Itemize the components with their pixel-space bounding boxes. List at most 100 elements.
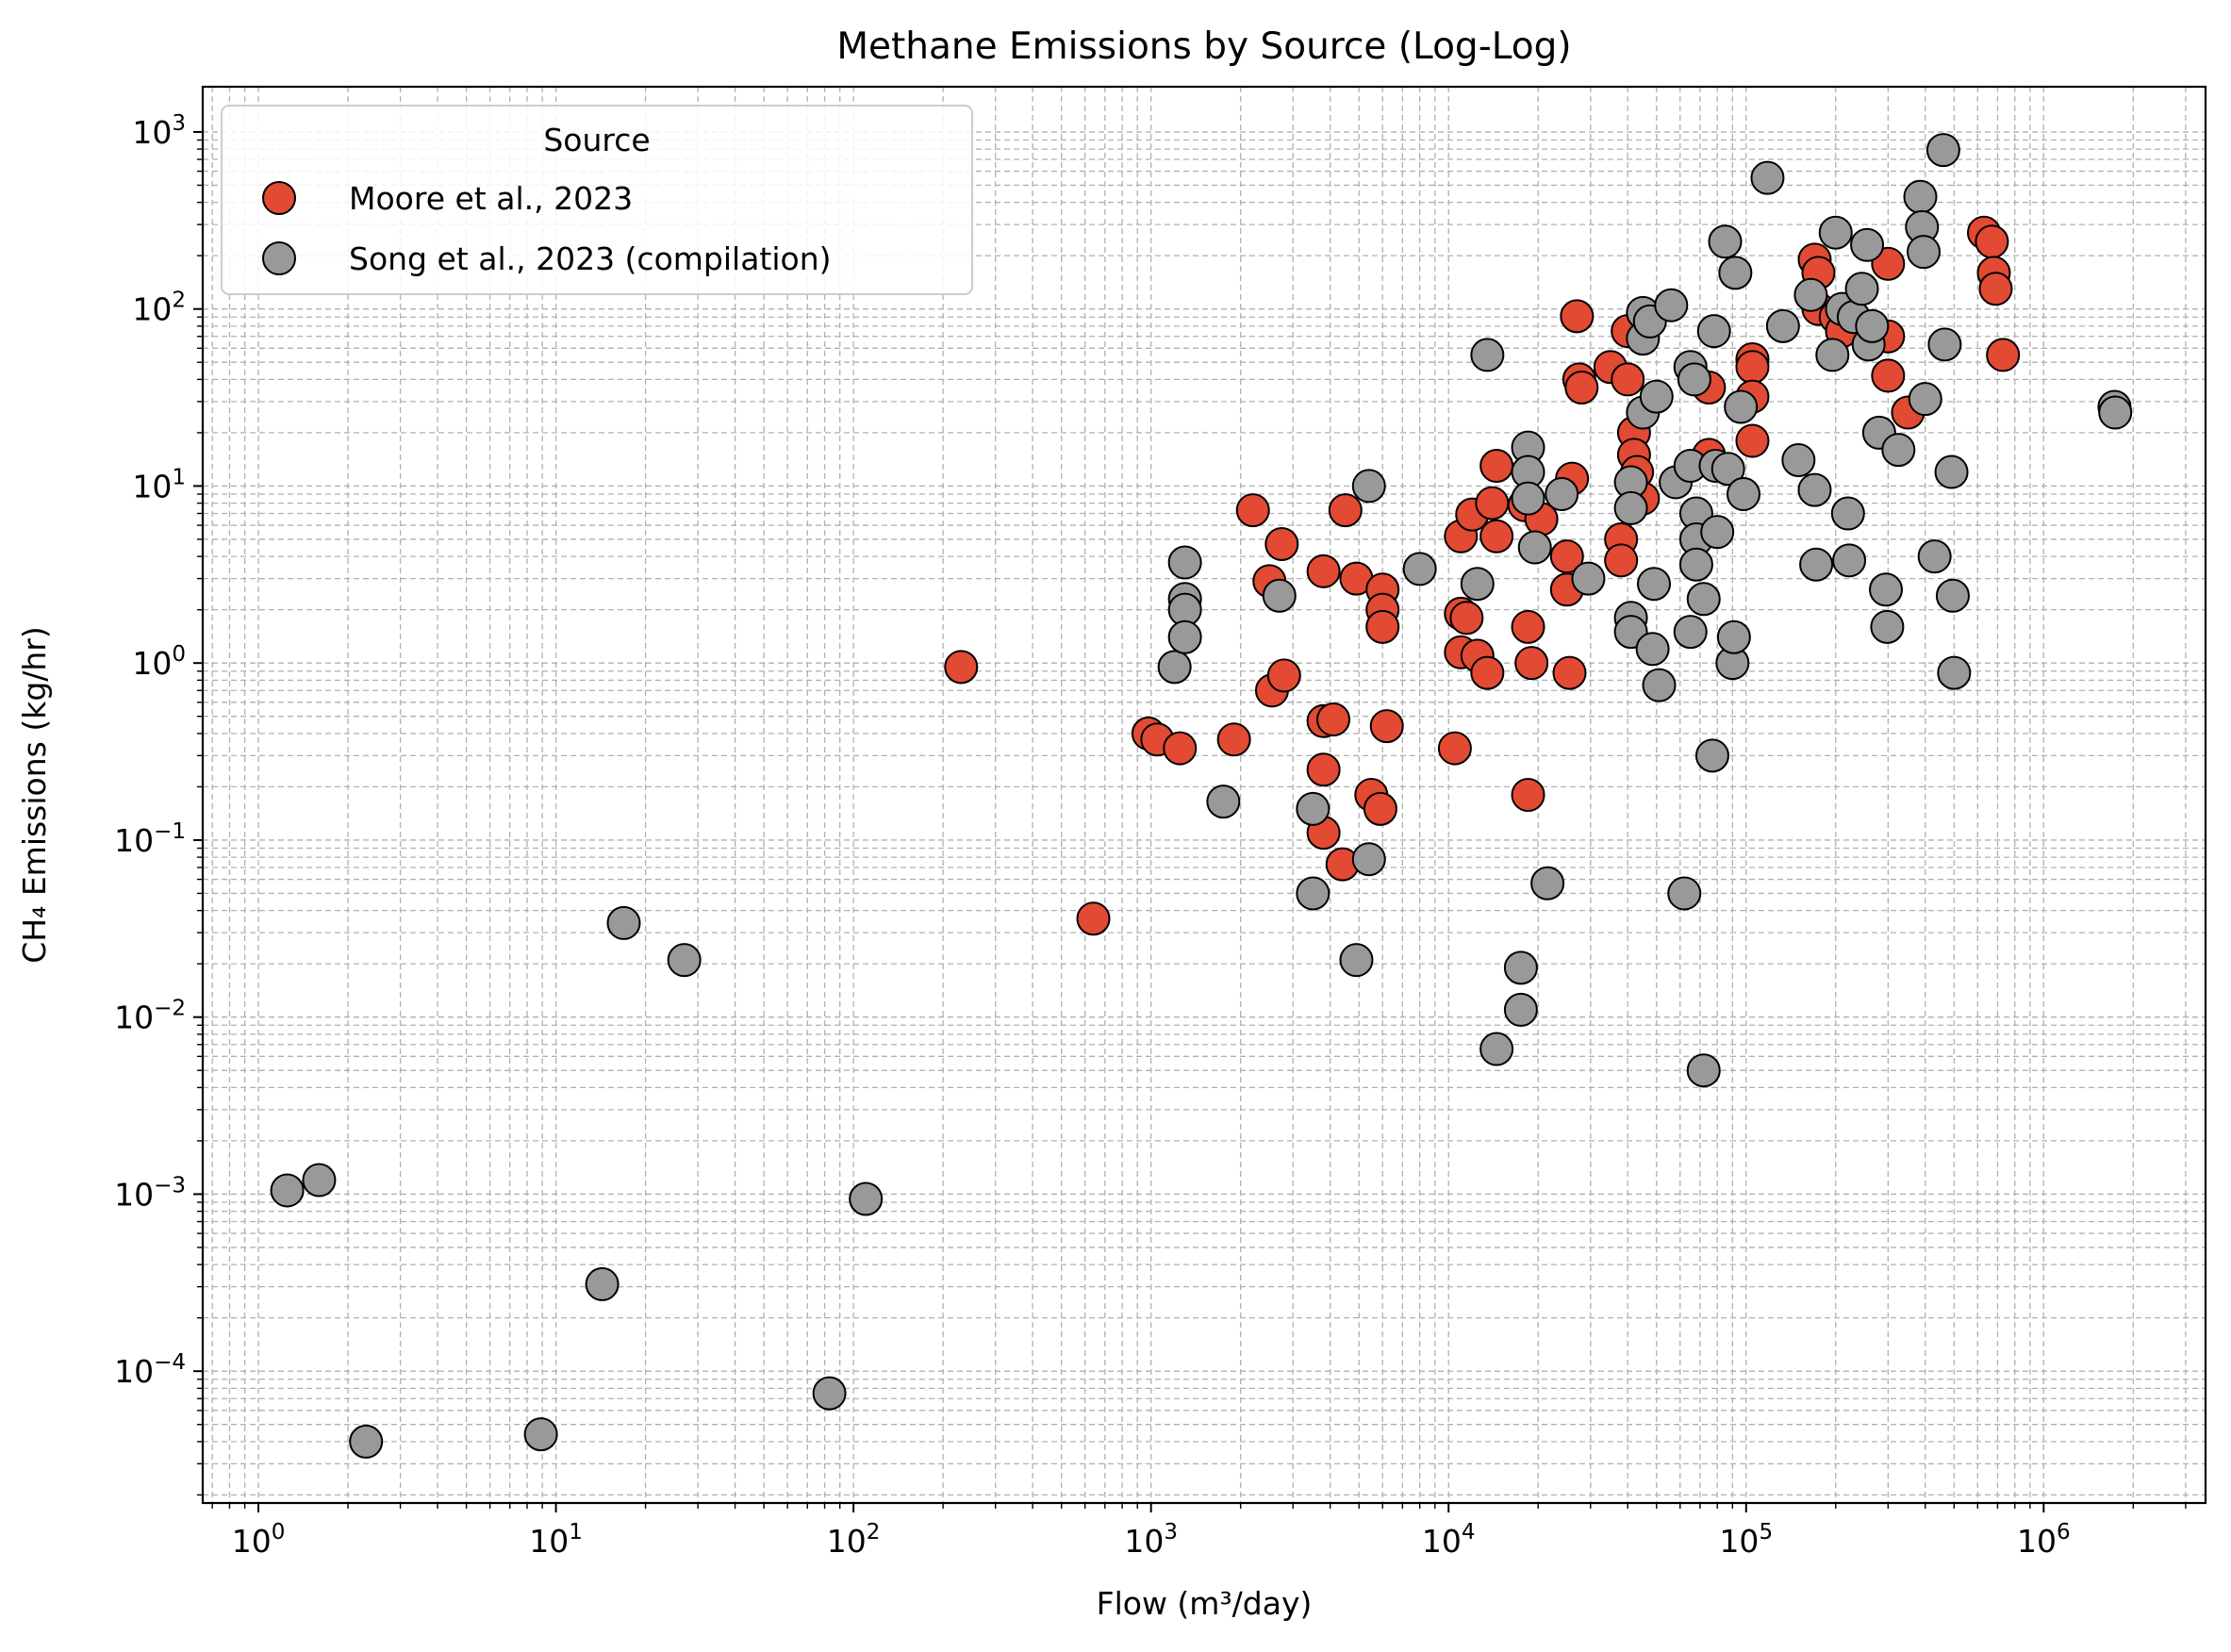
data-point: [1781, 442, 1816, 477]
legend: Source Moore et al., 2023 Song et al., 2…: [221, 105, 973, 295]
data-point: [1514, 646, 1549, 681]
data-point: [1881, 433, 1916, 468]
data-point: [1296, 876, 1330, 911]
data-point: [1328, 493, 1363, 528]
data-point: [1262, 578, 1297, 613]
legend-marker-moore: [262, 181, 296, 215]
data-point: [1613, 490, 1648, 525]
data-point: [1530, 866, 1565, 900]
data-point: [1511, 778, 1545, 812]
data-point: [1934, 454, 1969, 489]
data-point: [1503, 992, 1538, 1027]
data-point: [1735, 423, 1770, 458]
data-point: [1727, 477, 1760, 512]
data-point: [1975, 224, 2009, 259]
data-point: [1470, 338, 1505, 372]
data-point: [1917, 539, 1952, 574]
data-point: [1708, 224, 1743, 259]
data-point: [1365, 609, 1400, 644]
data-point: [1306, 553, 1341, 588]
data-point: [302, 1163, 337, 1198]
data-point: [1167, 620, 1202, 654]
data-point: [1479, 449, 1514, 484]
data-point: [1167, 545, 1202, 580]
data-point: [1316, 702, 1351, 737]
data-point: [1235, 493, 1270, 528]
data-point: [1363, 791, 1397, 826]
data-point: [1673, 615, 1708, 650]
data-point: [1449, 601, 1484, 636]
x-tick-label: 102: [827, 1520, 881, 1560]
data-point: [1296, 791, 1330, 826]
data-point: [1306, 752, 1341, 787]
data-point: [1206, 785, 1241, 819]
legend-title: Source: [543, 122, 650, 158]
data-point: [1437, 731, 1472, 766]
data-point: [1163, 731, 1198, 766]
data-point: [1549, 539, 1584, 574]
x-axis-label: Flow (m³/day): [1097, 1585, 1313, 1622]
data-point: [523, 1417, 558, 1452]
y-tick-label: 10−2: [114, 997, 186, 1036]
chart-title: Methane Emissions by Source (Log-Log): [836, 25, 1571, 68]
y-tick-label: 10−3: [114, 1173, 186, 1213]
data-point: [1639, 379, 1674, 414]
data-point: [1700, 515, 1735, 550]
data-point: [2098, 395, 2133, 430]
y-tick-label: 103: [132, 111, 186, 151]
x-tick-label: 104: [1422, 1520, 1476, 1560]
data-point: [667, 943, 702, 978]
data-point: [1986, 338, 2021, 372]
data-point: [1560, 299, 1595, 334]
data-point: [1686, 582, 1721, 617]
data-point: [1511, 481, 1545, 516]
data-point: [1351, 842, 1386, 877]
data-point: [1716, 620, 1751, 654]
data-point: [1855, 308, 1890, 343]
data-point: [849, 1181, 884, 1216]
data-point: [1552, 655, 1587, 690]
data-point: [1667, 876, 1702, 911]
x-tick-label: 101: [529, 1520, 583, 1560]
data-point: [1479, 519, 1514, 553]
data-point: [1677, 362, 1711, 397]
x-tick-label: 100: [232, 1520, 286, 1560]
data-point: [1264, 526, 1299, 561]
data-point: [1460, 567, 1495, 602]
data-point: [1818, 215, 1853, 250]
data-point: [1978, 272, 2013, 306]
data-point: [1844, 272, 1879, 306]
y-tick-label: 100: [132, 642, 186, 682]
data-point: [349, 1424, 384, 1459]
data-point: [1871, 358, 1906, 393]
data-point: [1718, 256, 1753, 290]
data-point: [1266, 658, 1301, 693]
data-point: [1564, 370, 1599, 405]
y-tick-label: 101: [132, 465, 186, 504]
data-point: [1735, 350, 1770, 385]
data-point: [1710, 452, 1745, 487]
data-point: [270, 1173, 305, 1208]
y-tick-label: 10−4: [114, 1350, 186, 1390]
data-point: [1832, 543, 1867, 578]
x-axis-ticks: 100 101 102 103 104 105 106: [211, 1503, 2187, 1560]
data-point: [1511, 609, 1545, 644]
x-tick-label: 106: [2017, 1520, 2071, 1560]
legend-label-song: Song et al., 2023 (compilation): [349, 240, 832, 277]
y-tick-label: 102: [132, 289, 186, 328]
data-point: [1937, 655, 1972, 690]
data-point: [1157, 650, 1192, 685]
data-point: [1637, 567, 1672, 602]
data-point: [1604, 543, 1639, 578]
data-point: [944, 650, 979, 685]
data-point: [1654, 288, 1689, 322]
data-point: [1635, 632, 1670, 667]
data-point: [1475, 486, 1510, 520]
data-point: [1369, 709, 1404, 744]
data-point: [1815, 338, 1850, 372]
data-point: [1216, 722, 1251, 757]
series-1: [270, 133, 2133, 1459]
data-point: [1799, 547, 1834, 582]
data-point: [1678, 547, 1713, 582]
